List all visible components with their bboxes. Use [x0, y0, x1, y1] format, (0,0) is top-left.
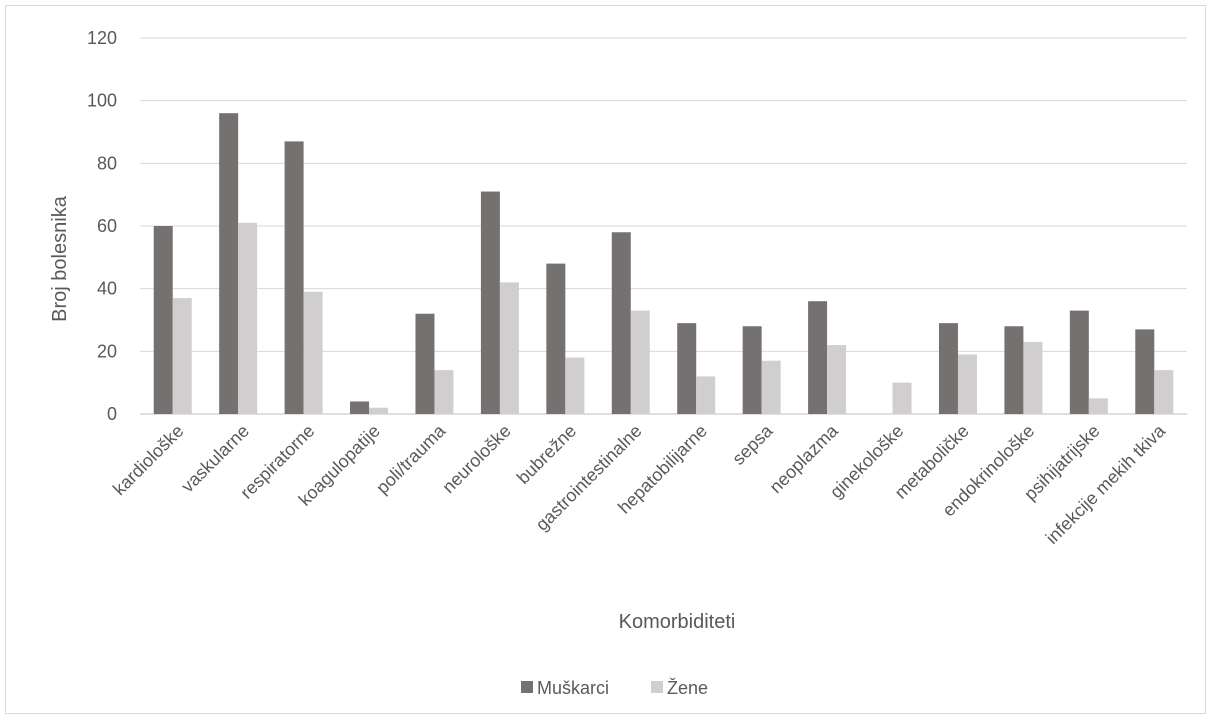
bar-zene [499, 282, 519, 414]
bar-zene [630, 310, 650, 414]
bar-zene [696, 376, 716, 414]
bar-muskarci [938, 323, 958, 414]
bars [153, 113, 1174, 414]
y-tick-label: 80 [97, 153, 117, 173]
bar-zene [1023, 341, 1043, 414]
bar-zene [1154, 370, 1174, 414]
y-tick-labels: 0 20 40 60 80 100 120 [87, 28, 117, 424]
bar-zene [957, 354, 977, 414]
y-tick-label: 120 [87, 28, 117, 48]
bar-zene [565, 357, 585, 414]
bar-muskarci [1135, 329, 1155, 414]
x-tick-label: bubrežne [513, 421, 580, 488]
y-tick-label: 60 [97, 216, 117, 236]
x-tick-labels: kardiološkevaskularnerespiratornekoagulo… [109, 420, 1170, 548]
bar-zene [1088, 398, 1108, 414]
y-tick-label: 100 [87, 91, 117, 111]
x-axis-title: Komorbiditeti [619, 611, 736, 633]
bar-muskarci [219, 113, 239, 414]
x-tick-label: infekcije mekih tkiva [1042, 420, 1170, 548]
bar-muskarci [611, 232, 631, 414]
legend: Muškarci Žene [521, 678, 708, 698]
bar-muskarci [415, 313, 435, 414]
x-tick-label: neurološke [438, 421, 514, 497]
bar-muskarci [1004, 326, 1024, 414]
bar-muskarci [742, 326, 762, 414]
bar-zene [827, 345, 847, 414]
bar-muskarci [350, 401, 370, 414]
bar-muskarci [480, 191, 500, 414]
legend-swatch [521, 681, 533, 693]
x-tick-label: sepsa [728, 420, 777, 469]
y-axis-title: Broj bolesnika [49, 195, 71, 322]
bar-zene [238, 222, 258, 414]
bar-zene [434, 370, 454, 414]
bar-zene [369, 407, 389, 414]
legend-label: Žene [667, 678, 708, 698]
y-tick-label: 20 [97, 341, 117, 361]
bar-muskarci [808, 301, 828, 414]
legend-label: Muškarci [537, 678, 609, 698]
bar-zene [892, 382, 912, 414]
legend-swatch [651, 681, 663, 693]
x-tick-label: poli/trauma [372, 420, 450, 498]
y-tick-label: 40 [97, 279, 117, 299]
bar-muskarci [677, 323, 697, 414]
bar-zene [303, 291, 323, 414]
bar-zene [172, 298, 192, 414]
bar-zene [761, 360, 781, 414]
bar-muskarci [153, 226, 173, 414]
y-tick-label: 0 [107, 404, 117, 424]
bar-muskarci [1069, 310, 1089, 414]
x-tick-label: kardiološke [109, 421, 188, 500]
bar-muskarci [546, 263, 566, 414]
bar-muskarci [284, 141, 304, 414]
